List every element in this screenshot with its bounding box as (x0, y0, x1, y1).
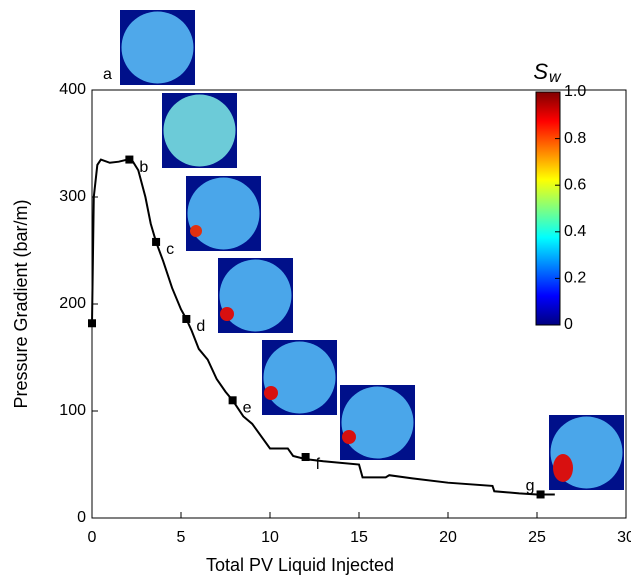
colorbar-tick-label: 1.0 (564, 83, 586, 100)
x-axis-label: Total PV Liquid Injected (206, 555, 394, 575)
y-tick-label: 400 (59, 81, 86, 98)
marker-label: e (243, 400, 252, 417)
y-tick-label: 0 (77, 509, 86, 526)
y-tick-label: 200 (59, 295, 86, 312)
line (91, 158, 555, 496)
marker-label: c (166, 241, 174, 258)
colorbar-tick-label: 0.4 (564, 223, 586, 240)
colorbar (535, 91, 561, 326)
x-tick-label: 0 (88, 529, 97, 546)
x-tick-label: 10 (261, 529, 279, 546)
colorbar-tick-label: 0.2 (564, 270, 586, 287)
saturation-images (120, 10, 624, 490)
marker-label: f (316, 456, 321, 473)
y-tick-label: 300 (59, 188, 86, 205)
marker (182, 314, 191, 323)
x-tick-label: 25 (528, 529, 546, 546)
marker (152, 237, 161, 246)
y-tick-label: 100 (59, 402, 86, 419)
marker-label: g (526, 478, 535, 495)
marker-label: a (103, 66, 112, 83)
x-tick-label: 5 (177, 529, 186, 546)
marker (301, 453, 310, 462)
y-axis-label: Pressure Gradient (bar/m) (11, 199, 31, 408)
marker (88, 319, 96, 328)
marker-label: d (196, 318, 205, 335)
x-tick-label: 20 (439, 529, 457, 546)
marker-label: b (139, 159, 148, 176)
colorbar-title-sub: w (549, 69, 562, 86)
marker (125, 155, 134, 164)
colorbar-tick-label: 0.6 (564, 176, 586, 193)
marker (536, 490, 545, 499)
colorbar-title: S (533, 59, 548, 84)
x-tick-label: 30 (617, 529, 631, 546)
x-tick-label: 15 (350, 529, 368, 546)
colorbar-tick-label: 0 (564, 316, 573, 333)
marker (228, 396, 237, 405)
colorbar-tick-label: 0.8 (564, 130, 586, 147)
